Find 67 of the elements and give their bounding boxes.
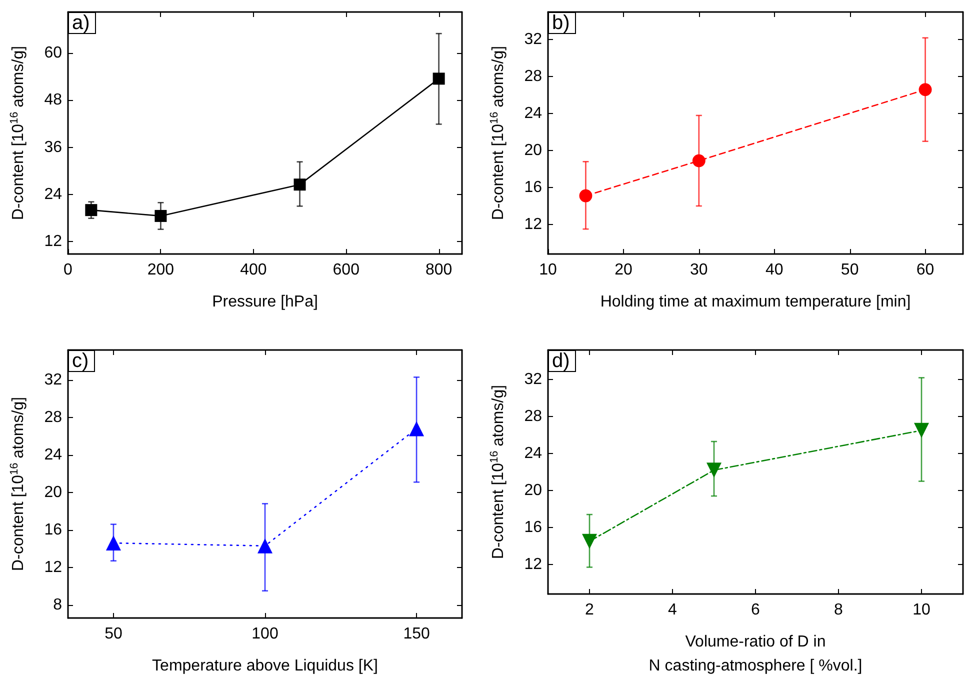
point	[579, 189, 592, 202]
y-tick-label: 28	[44, 408, 62, 426]
point	[692, 154, 706, 168]
y-tick-label: 24	[524, 445, 542, 462]
point	[432, 72, 445, 85]
y-axis-title: D-content [1016 atoms/g]	[488, 46, 507, 220]
x-tick-label: 400	[240, 262, 267, 278]
chart-title: b)	[552, 12, 570, 34]
y-tick-label: 16	[44, 521, 62, 538]
chart-title: d)	[552, 350, 570, 372]
y-tick-label: 12	[524, 556, 542, 573]
y-tick-label: 24	[524, 105, 542, 122]
x-tick-label: 800	[425, 262, 452, 278]
x-tick-label: 60	[916, 262, 934, 278]
x-tick-label: 200	[147, 262, 174, 278]
y-tick-label: 60	[44, 44, 62, 62]
y-axis-title: D-content [1016 atoms/g]	[8, 46, 27, 220]
y-tick-label: 20	[524, 142, 542, 160]
point	[914, 422, 929, 438]
y-tick-label: 12	[44, 558, 62, 576]
y-tick-label: 28	[524, 68, 542, 86]
x-tick-label: 30	[690, 262, 708, 278]
y-tick-label: 48	[44, 92, 62, 109]
point	[258, 538, 272, 554]
point	[918, 83, 932, 96]
point	[154, 210, 167, 222]
x-tick-label: 10	[539, 262, 557, 278]
y-tick-label: 32	[524, 31, 542, 48]
chart-title: c)	[72, 350, 89, 372]
x-axis-title: Volume-ratio of D in N casting-atmosphere [ %vol.]	[648, 634, 862, 674]
x-tick-label: 150	[403, 626, 430, 642]
x-axis-title: Pressure [hPa]	[212, 294, 318, 310]
point	[409, 421, 424, 436]
x-axis-title: Temperature above Liquidus [K]	[152, 658, 378, 674]
y-tick-label: 16	[524, 518, 542, 536]
x-tick-label: 50	[104, 626, 122, 642]
y-tick-label: 32	[44, 371, 62, 388]
y-tick-label: 12	[44, 232, 62, 250]
y-tick-label: 36	[44, 138, 62, 156]
point	[106, 536, 121, 551]
point	[582, 534, 597, 549]
x-tick-label: 10	[912, 602, 930, 618]
x-tick-label: 2	[585, 602, 594, 618]
chart-title: a)	[72, 12, 90, 34]
point	[706, 462, 722, 478]
x-tick-label: 50	[840, 262, 859, 278]
x-tick-label: 8	[834, 602, 844, 618]
y-tick-label: 24	[44, 186, 62, 203]
y-tick-label: 20	[524, 482, 542, 499]
y-tick-label: 24	[44, 446, 62, 464]
x-tick-label: 100	[252, 626, 278, 642]
x-tick-label: 20	[614, 262, 632, 278]
x-tick-label: 4	[668, 602, 678, 618]
x-tick-label: 600	[332, 262, 360, 278]
x-tick-label: 6	[751, 602, 760, 618]
x-tick-label: 40	[765, 262, 784, 278]
x-tick-label: 0	[64, 262, 73, 278]
y-tick-label: 20	[44, 484, 62, 501]
y-axis-title: D-content [1016 atoms/g]	[488, 384, 507, 560]
point	[85, 204, 98, 216]
x-axis-title: Holding time at maximum temperature [min]	[600, 294, 911, 310]
point	[294, 178, 306, 191]
y-axis-title: D-content [1016 atoms/g]	[8, 396, 27, 572]
y-tick-label: 16	[524, 178, 542, 196]
y-tick-label: 12	[524, 216, 542, 233]
y-tick-label: 28	[524, 408, 542, 426]
y-tick-label: 32	[524, 371, 542, 388]
